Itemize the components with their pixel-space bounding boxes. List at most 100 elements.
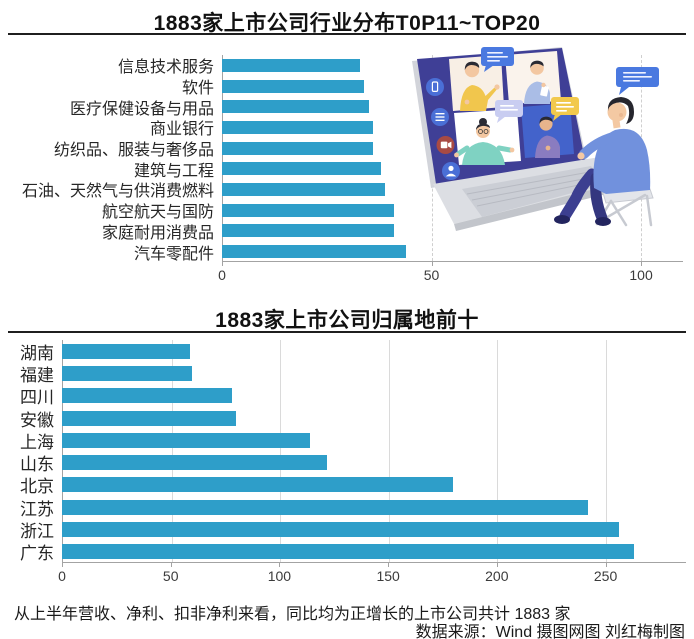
speech-bubble-icon (616, 67, 659, 95)
gridline (605, 340, 607, 562)
bar-label: 建筑与工程 (133, 162, 214, 180)
bar-row: 商业银行 (0, 117, 683, 138)
bar (62, 522, 619, 538)
bar-label: 石油、天然气与供消费燃料 (21, 183, 214, 201)
seated-man (554, 97, 651, 226)
x-tick-label: 100 (267, 568, 292, 584)
x-tick-label: 200 (485, 568, 509, 584)
gridline (497, 340, 499, 562)
bar-label: 湖南 (20, 343, 54, 363)
bar (62, 410, 236, 426)
bar-track (222, 179, 683, 200)
bar-track (222, 241, 683, 262)
bar (62, 544, 634, 560)
bar-row: 安徽 (0, 407, 686, 430)
bar-track (62, 451, 686, 473)
axis-tick (170, 563, 172, 567)
participant-yellow (460, 61, 500, 111)
bar-track (62, 407, 686, 429)
title-underline (8, 331, 686, 333)
source-credit: 数据来源：Wind 摄图网图 刘红梅制图 (415, 624, 685, 639)
bar-track (222, 158, 683, 179)
menu-lines-icon (431, 108, 449, 126)
bar-label: 纺织品、服装与奢侈品 (53, 142, 214, 160)
chart1-title: 1883家上市公司行业分布T0P11~TOP20 (153, 12, 541, 35)
gridline (280, 340, 282, 562)
bar-label: 商业银行 (149, 121, 214, 139)
bar-label: 山东 (20, 455, 54, 475)
bar-track (62, 474, 686, 496)
title-underline (8, 33, 686, 35)
chart2-plot-area (62, 340, 686, 563)
bar-row: 福建 (0, 362, 686, 385)
video-camera-icon (436, 136, 455, 154)
bar-label: 航空航天与国防 (101, 204, 214, 222)
axis-tick (496, 563, 498, 567)
bar (222, 203, 394, 217)
bar-row: 湖南 (0, 340, 686, 363)
bar-row: 医疗保健设备与用品 (0, 96, 683, 118)
bar-row: 江苏 (0, 496, 686, 519)
x-tick-label: 50 (162, 568, 179, 584)
bar (222, 141, 373, 155)
x-tick-label: 0 (218, 267, 226, 283)
bar-row: 信息技术服务 (0, 55, 683, 76)
bar (222, 182, 386, 196)
bar-track (222, 138, 683, 159)
bar-track (222, 221, 683, 242)
bar-track (62, 362, 686, 384)
bar-track (62, 518, 686, 540)
axis-tick (641, 262, 643, 266)
bar (222, 162, 382, 176)
bar (62, 365, 193, 381)
bar-row: 山东 (0, 451, 686, 475)
axis-tick (62, 563, 63, 567)
bar-label: 汽车零配件 (133, 245, 214, 263)
bar-track (62, 385, 686, 407)
bar-label: 福建 (20, 365, 54, 385)
bar-label: 安徽 (20, 410, 54, 430)
bar-track (62, 541, 686, 563)
bar-row: 石油、天然气与供消费燃料 (0, 179, 683, 200)
video-tiles (449, 51, 574, 165)
chart2-title: 1883家上市公司归属地前十 (215, 309, 479, 332)
bar-track (222, 96, 683, 117)
bar-row: 北京 (0, 474, 686, 496)
video-conference-illustration (412, 47, 659, 231)
axis-tick (431, 262, 433, 266)
bar-row: 汽车零配件 (0, 241, 683, 263)
bar-track (62, 496, 686, 518)
x-tick-label: 100 (629, 267, 653, 283)
bar-row: 四川 (0, 385, 686, 407)
bar (62, 343, 191, 359)
bar-row: 家庭耐用消费品 (0, 221, 683, 242)
participant-teal (454, 118, 515, 165)
sidebar-icons (426, 78, 460, 180)
bar (62, 499, 589, 515)
participant-purple (535, 116, 560, 158)
footer-note: 从上半年营收、净利、扣非净利来看，同比均为正增长的上市公司共计 1883 家 (14, 606, 571, 623)
x-tick-label: 150 (376, 568, 400, 584)
x-tick-label: 50 (423, 267, 440, 283)
bar-row: 航空航天与国防 (0, 200, 683, 221)
person-icon (442, 162, 460, 180)
axis-tick (222, 262, 223, 266)
speech-bubble-icon (495, 100, 523, 123)
gridline (171, 340, 173, 562)
bar (222, 224, 394, 238)
bar (222, 120, 373, 134)
bar-row: 广东 (0, 541, 686, 563)
bar-track (62, 340, 686, 362)
bar-row: 浙江 (0, 518, 686, 542)
smartphone-icon (426, 78, 444, 96)
participant-blue (524, 60, 550, 104)
bar-track (62, 429, 686, 451)
bar-label: 医疗保健设备与用品 (69, 100, 214, 118)
bar (222, 245, 407, 259)
bar-label: 上海 (20, 432, 54, 452)
bar (62, 455, 328, 471)
bar-track (222, 76, 683, 97)
bar-label: 浙江 (20, 522, 54, 542)
bar-label: 四川 (20, 388, 54, 408)
